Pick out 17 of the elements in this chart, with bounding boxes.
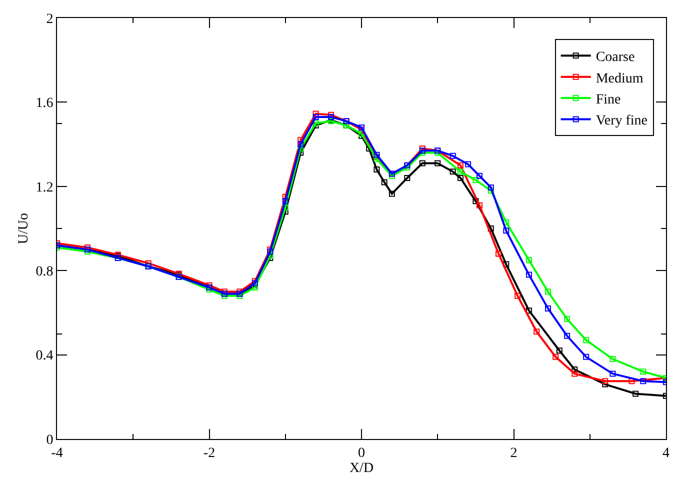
x-tick-label: -4 — [51, 446, 63, 461]
y-tick-label: 0 — [46, 432, 54, 448]
x-tick-label: 2 — [510, 446, 518, 461]
y-tick-label: 0.4 — [36, 348, 54, 364]
y-tick-label: 1.6 — [36, 96, 54, 112]
x-tick-label: 4 — [662, 446, 670, 461]
x-tick-label: 0 — [358, 446, 365, 461]
x-axis-title: X/D — [349, 461, 374, 476]
y-tick-label: 1.2 — [36, 180, 54, 196]
y-tick-label: 0.8 — [36, 264, 54, 280]
legend-label: Medium — [596, 71, 644, 86]
legend-label: Coarse — [596, 50, 635, 66]
x-tick-label: -2 — [203, 446, 216, 461]
y-axis-title: U/Uo — [16, 212, 32, 244]
legend-label: Fine — [596, 92, 621, 108]
legend-label: Very fine — [596, 114, 648, 129]
y-tick-label: 2 — [46, 12, 54, 27]
